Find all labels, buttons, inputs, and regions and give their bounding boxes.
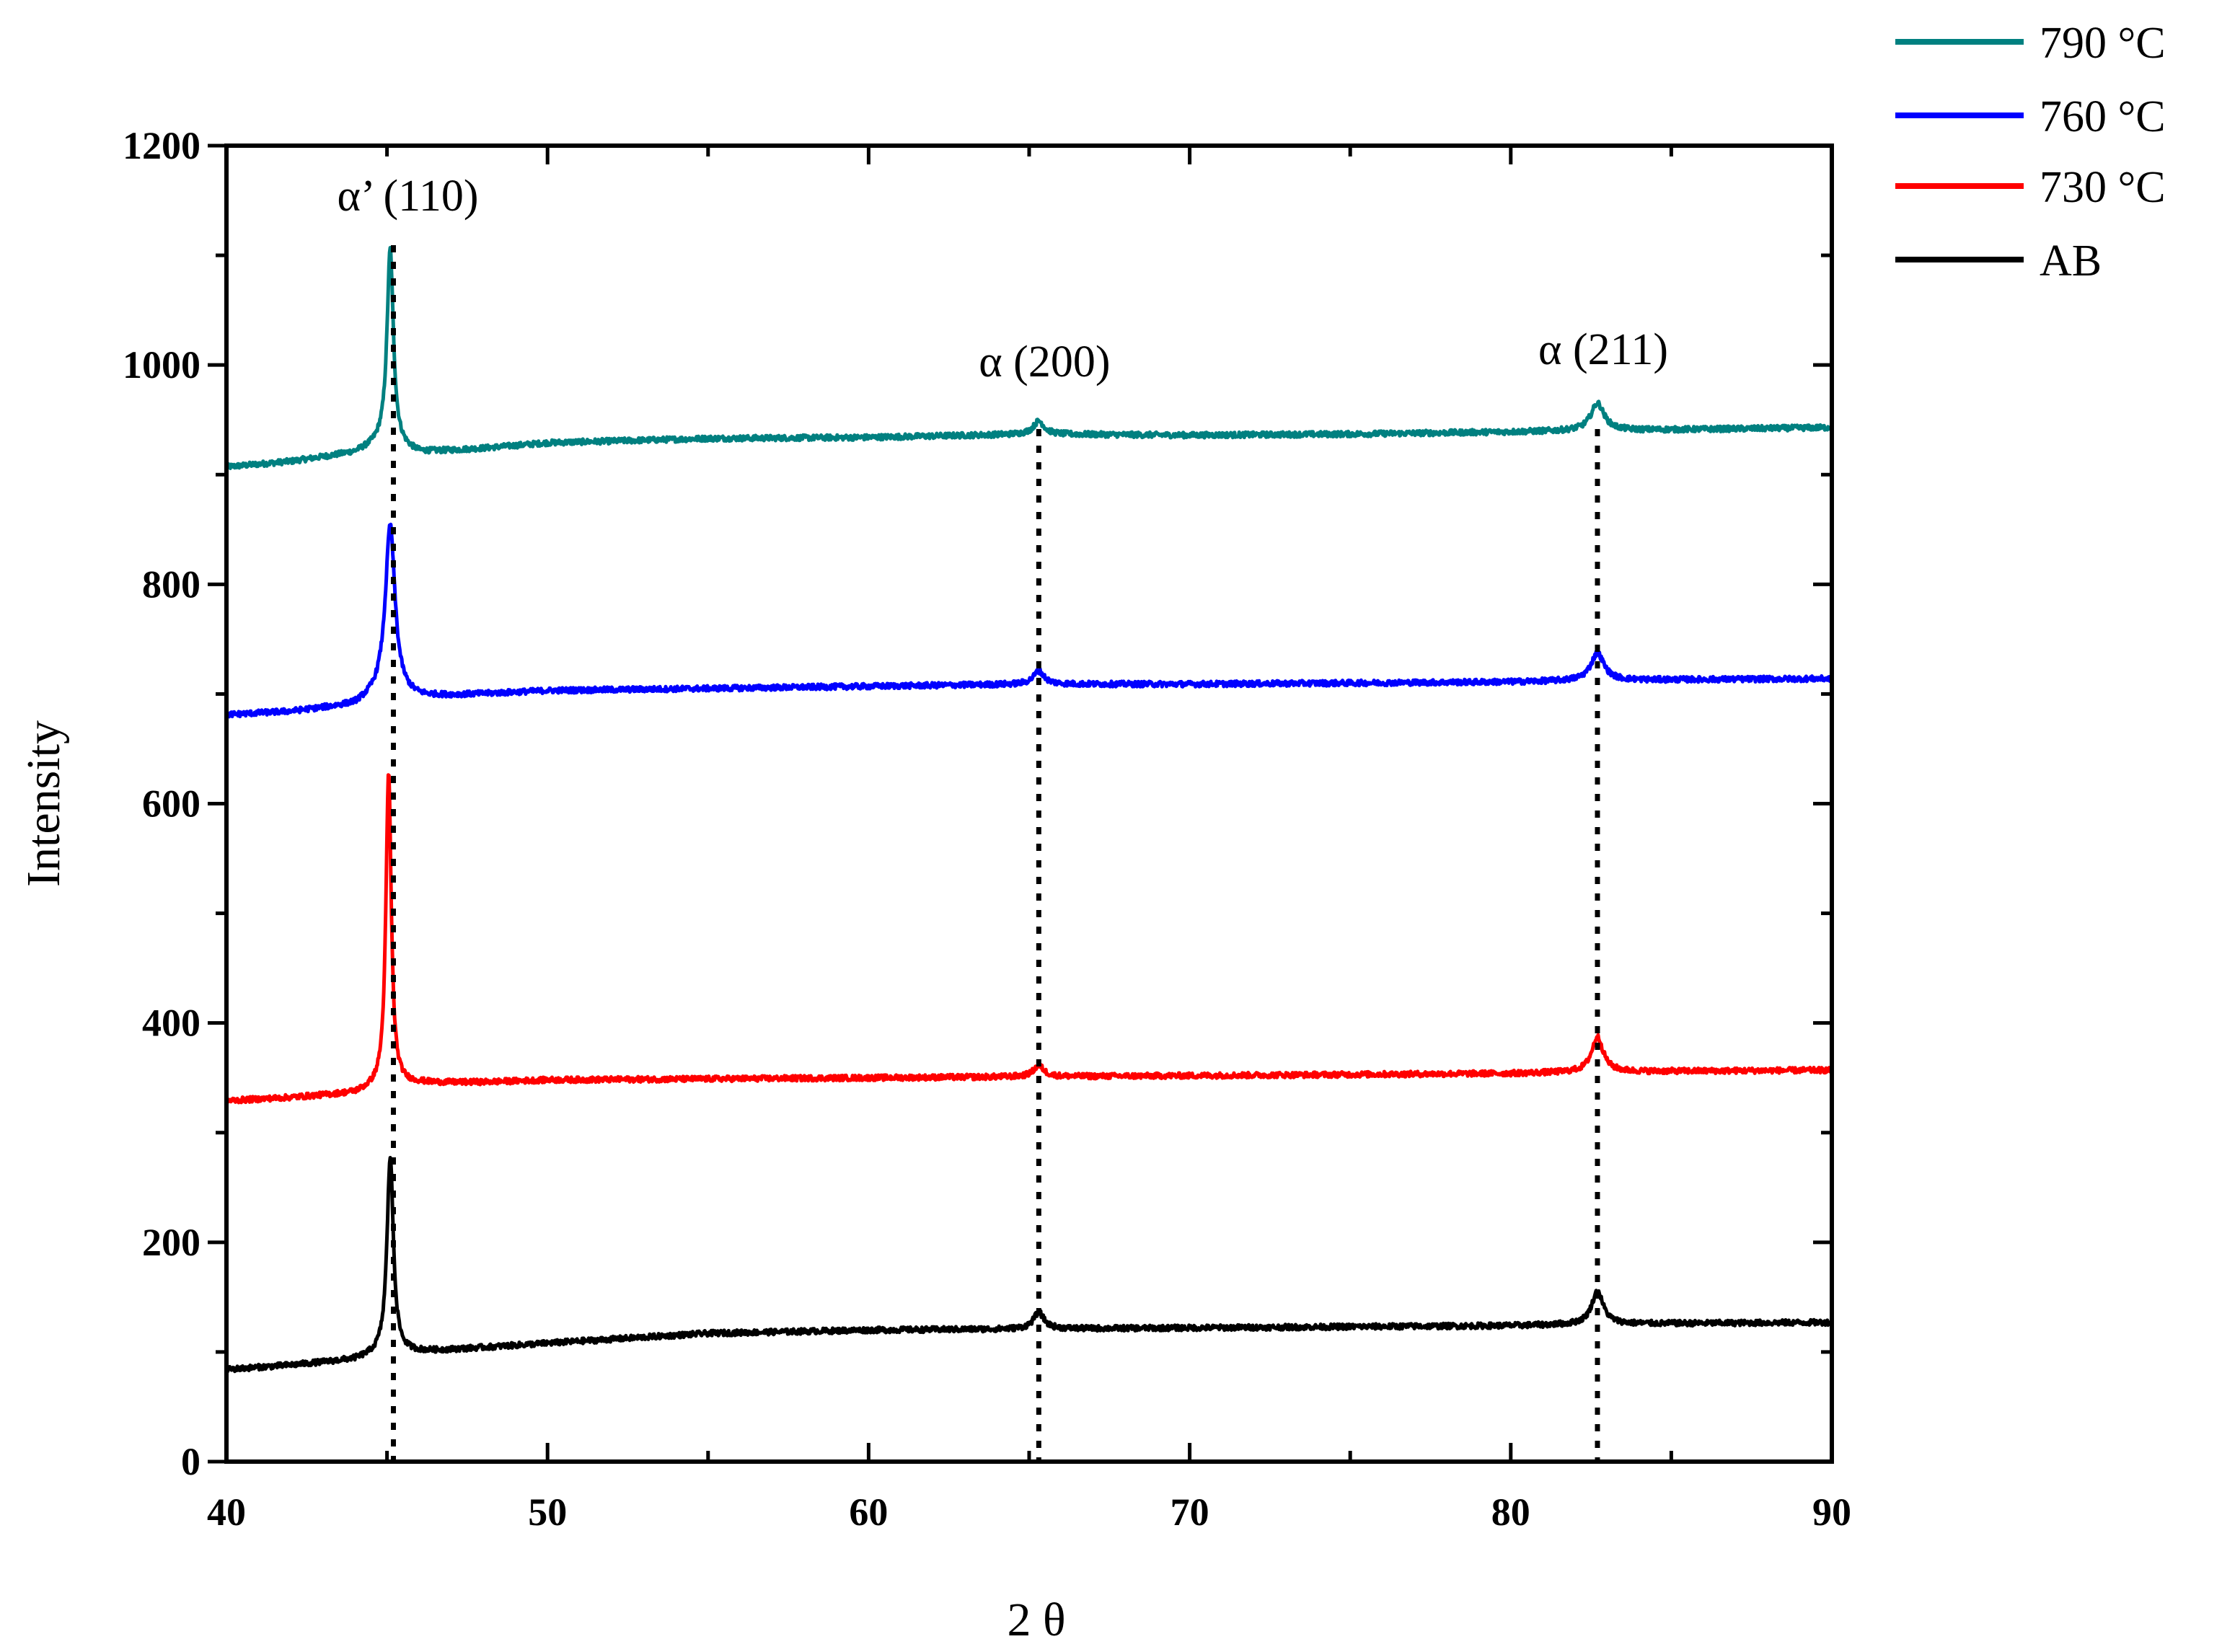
x-tick-label: 80 — [1491, 1490, 1530, 1534]
y-tick-label: 1000 — [123, 343, 200, 387]
y-tick-label: 600 — [142, 782, 200, 826]
peak-label-2: α (211) — [1538, 325, 1668, 374]
axis-ticks — [208, 143, 1834, 1464]
series-layer — [224, 246, 1834, 1374]
y-axis-title: Intensity — [17, 720, 70, 887]
x-tick-label: 50 — [528, 1490, 567, 1534]
y-tick-label: 1200 — [123, 124, 200, 167]
reference-lines — [391, 245, 1600, 1462]
x-axis-title: 2 θ — [1007, 1594, 1065, 1646]
series-line-2 — [224, 773, 1834, 1105]
peak-label-1: α (200) — [979, 337, 1110, 387]
x-tick-label: 40 — [207, 1490, 246, 1534]
x-tick-label: 60 — [849, 1490, 888, 1534]
y-tick-label: 200 — [142, 1221, 200, 1264]
legend-label-1: 760 °C — [2040, 92, 2166, 141]
legend: 790 °C 760 °C 730 °C AB — [1895, 19, 2166, 286]
labels: α’ (110) α (200) α (211) 40 50 60 70 80 90 0 200 40… — [17, 124, 1851, 1646]
series-line-0 — [224, 246, 1834, 470]
y-tick-label: 400 — [142, 1002, 200, 1045]
y-tick-label: 0 — [181, 1440, 200, 1483]
x-tick-label: 70 — [1170, 1490, 1209, 1534]
legend-label-0: 790 °C — [2040, 19, 2166, 68]
series-line-1 — [224, 522, 1834, 719]
x-tick-label: 90 — [1812, 1490, 1851, 1534]
y-tick-label: 800 — [142, 562, 200, 606]
peak-label-0: α’ (110) — [337, 172, 478, 221]
legend-label-2: 730 °C — [2040, 163, 2166, 212]
legend-label-3: AB — [2040, 237, 2102, 286]
series-line-3 — [224, 1156, 1834, 1374]
